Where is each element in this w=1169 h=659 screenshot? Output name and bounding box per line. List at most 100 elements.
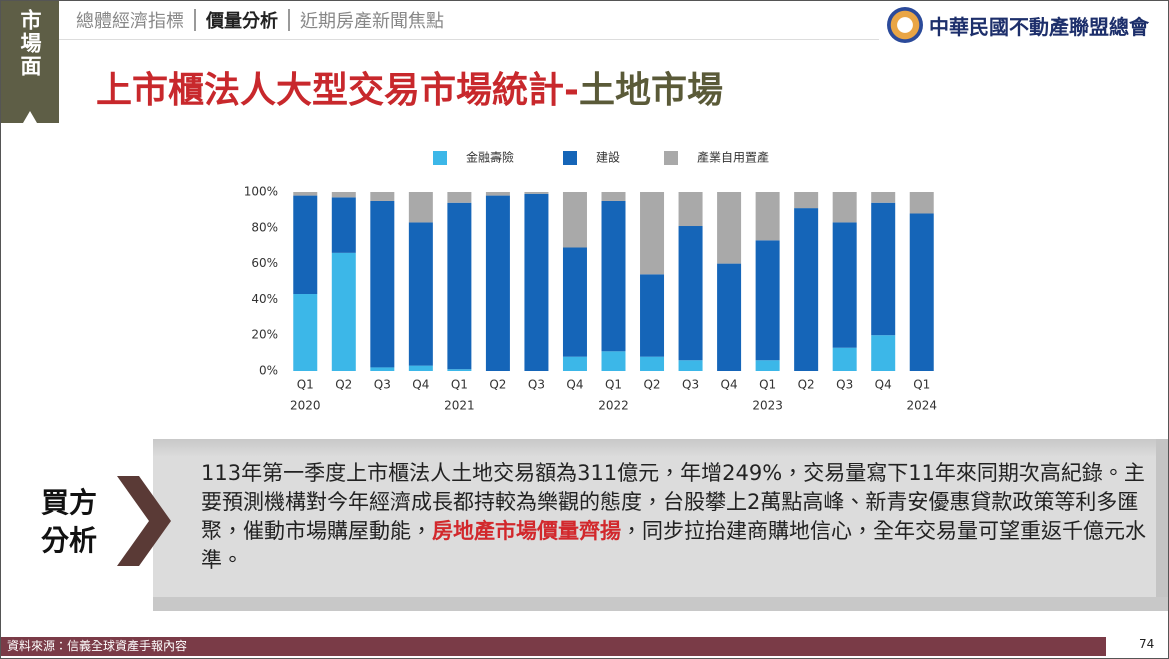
x-tick-label: Q4: [721, 378, 738, 392]
bar-segment: [370, 200, 395, 368]
side-arrow: [23, 111, 37, 123]
bar-segment: [524, 193, 549, 371]
bar-segment: [331, 197, 356, 253]
bar-segment: [755, 240, 780, 361]
x-tick-label: Q3: [528, 378, 545, 392]
legend-label: 金融壽險: [466, 150, 514, 165]
bar-segment: [755, 192, 780, 241]
x-tick-label: Q3: [374, 378, 391, 392]
bar-segment: [909, 213, 934, 371]
bar-segment: [562, 192, 587, 248]
analysis-label: 買方 分析: [41, 484, 97, 560]
text: ，同步拉抬建商購地信心，全年交易量可望重返千億元水準。: [201, 519, 1146, 572]
y-tick-label: 40%: [251, 292, 278, 306]
y-tick-label: 60%: [251, 256, 278, 270]
bar-segment: [562, 247, 587, 357]
box-shade: [1156, 439, 1168, 599]
analysis-box: [153, 439, 1168, 611]
label-line: 買方: [41, 486, 98, 519]
bar-segment: [909, 192, 934, 214]
x-tick-label: Q1: [759, 378, 776, 392]
bar-segment: [871, 202, 896, 336]
x-year-label: 2021: [444, 399, 475, 413]
logo: 中華民國不動產聯盟總會: [887, 7, 1149, 43]
slide-title: 上市櫃法人大型交易市場統計-土地市場: [96, 61, 723, 113]
bar-segment: [678, 192, 703, 227]
label-line: 分析: [41, 524, 98, 557]
bar-segment: [601, 351, 626, 371]
bar-segment: [755, 360, 780, 371]
y-tick-label: 80%: [251, 220, 278, 234]
highlight: 房地產市場價量齊揚: [432, 519, 621, 543]
bar-segment: [293, 192, 318, 196]
bar-segment: [640, 356, 665, 371]
legend-label: 產業自用置產: [697, 150, 769, 165]
x-tick-label: Q3: [836, 378, 853, 392]
title-sub: 土地市場: [578, 70, 723, 111]
x-year-label: 2023: [752, 399, 783, 413]
bar-segment: [832, 192, 857, 223]
bar-segment: [485, 195, 510, 371]
bar-segment: [871, 192, 896, 203]
x-tick-label: Q1: [297, 378, 314, 392]
tab-active[interactable]: 價量分析: [206, 11, 278, 32]
x-tick-label: Q4: [412, 378, 429, 392]
bar-segment: [717, 192, 742, 264]
bar-segment: [562, 356, 587, 371]
text: 113年第一季度上市櫃法人土地交易額為311億元，年增249%，交易量寫下11年…: [201, 461, 1145, 543]
x-tick-label: Q1: [913, 378, 930, 392]
x-year-label: 2022: [598, 399, 629, 413]
tab[interactable]: 近期房產新聞焦點: [300, 11, 444, 32]
footer: 資料來源：信義全球資產手報內容: [1, 637, 1106, 656]
bar-segment: [794, 208, 819, 371]
x-year-label: 2024: [906, 399, 937, 413]
bar-segment: [293, 195, 318, 295]
bar-segment: [832, 222, 857, 348]
side-label: 市場面: [1, 1, 59, 123]
y-tick-label: 100%: [244, 185, 278, 199]
page-number: 74: [1139, 637, 1155, 651]
bar-segment: [331, 252, 356, 371]
y-tick-label: 0%: [259, 364, 278, 378]
chart: 0% 20% 40% 60% 80% 100% 金融壽險 建設 產業自用置產 Q1 2020 Q2 Q3…: [244, 150, 937, 413]
bar-segment: [447, 192, 472, 203]
bar-segment: [601, 192, 626, 201]
x-tick-label: Q2: [798, 378, 815, 392]
bar-segment: [447, 369, 472, 371]
divider: [59, 39, 879, 40]
bar-segment: [485, 192, 510, 196]
bar-segment: [331, 192, 356, 198]
logo-text: 中華民國不動產聯盟總會: [929, 14, 1149, 39]
bar-segment: [408, 222, 433, 366]
bar-segment: [678, 360, 703, 371]
bar-segment: [408, 365, 433, 371]
x-tick-label: Q2: [489, 378, 506, 392]
legend-label: 建設: [596, 150, 620, 165]
bar-segment: [640, 274, 665, 357]
analysis-text: 113年第一季度上市櫃法人土地交易額為311億元，年增249%，交易量寫下11年…: [201, 459, 1146, 575]
chevron: [117, 476, 171, 566]
bar-segment: [370, 192, 395, 201]
bar-segment: [640, 192, 665, 275]
bar-segment: [601, 200, 626, 352]
tab[interactable]: 總體經濟指標: [76, 11, 184, 32]
x-tick-label: Q1: [451, 378, 468, 392]
bar-segment: [408, 192, 433, 223]
legend-swatch: [664, 151, 678, 165]
box-shade: [153, 597, 1168, 611]
bar-segment: [293, 294, 318, 371]
tabs: 總體經濟指標 價量分析 近期房產新聞焦點: [76, 7, 444, 33]
bar-segment: [717, 263, 742, 371]
legend-swatch: [433, 151, 447, 165]
title-main: 上市櫃法人大型交易市場統計-: [96, 70, 579, 111]
x-tick-label: Q4: [875, 378, 892, 392]
bar-segment: [370, 367, 395, 371]
legend-swatch: [563, 151, 577, 165]
x-tick-label: Q3: [682, 378, 699, 392]
x-tick-label: Q2: [335, 378, 352, 392]
x-tick-label: Q2: [643, 378, 660, 392]
bar-segment: [678, 226, 703, 361]
bar-segment: [524, 192, 549, 194]
x-tick-label: Q1: [605, 378, 622, 392]
